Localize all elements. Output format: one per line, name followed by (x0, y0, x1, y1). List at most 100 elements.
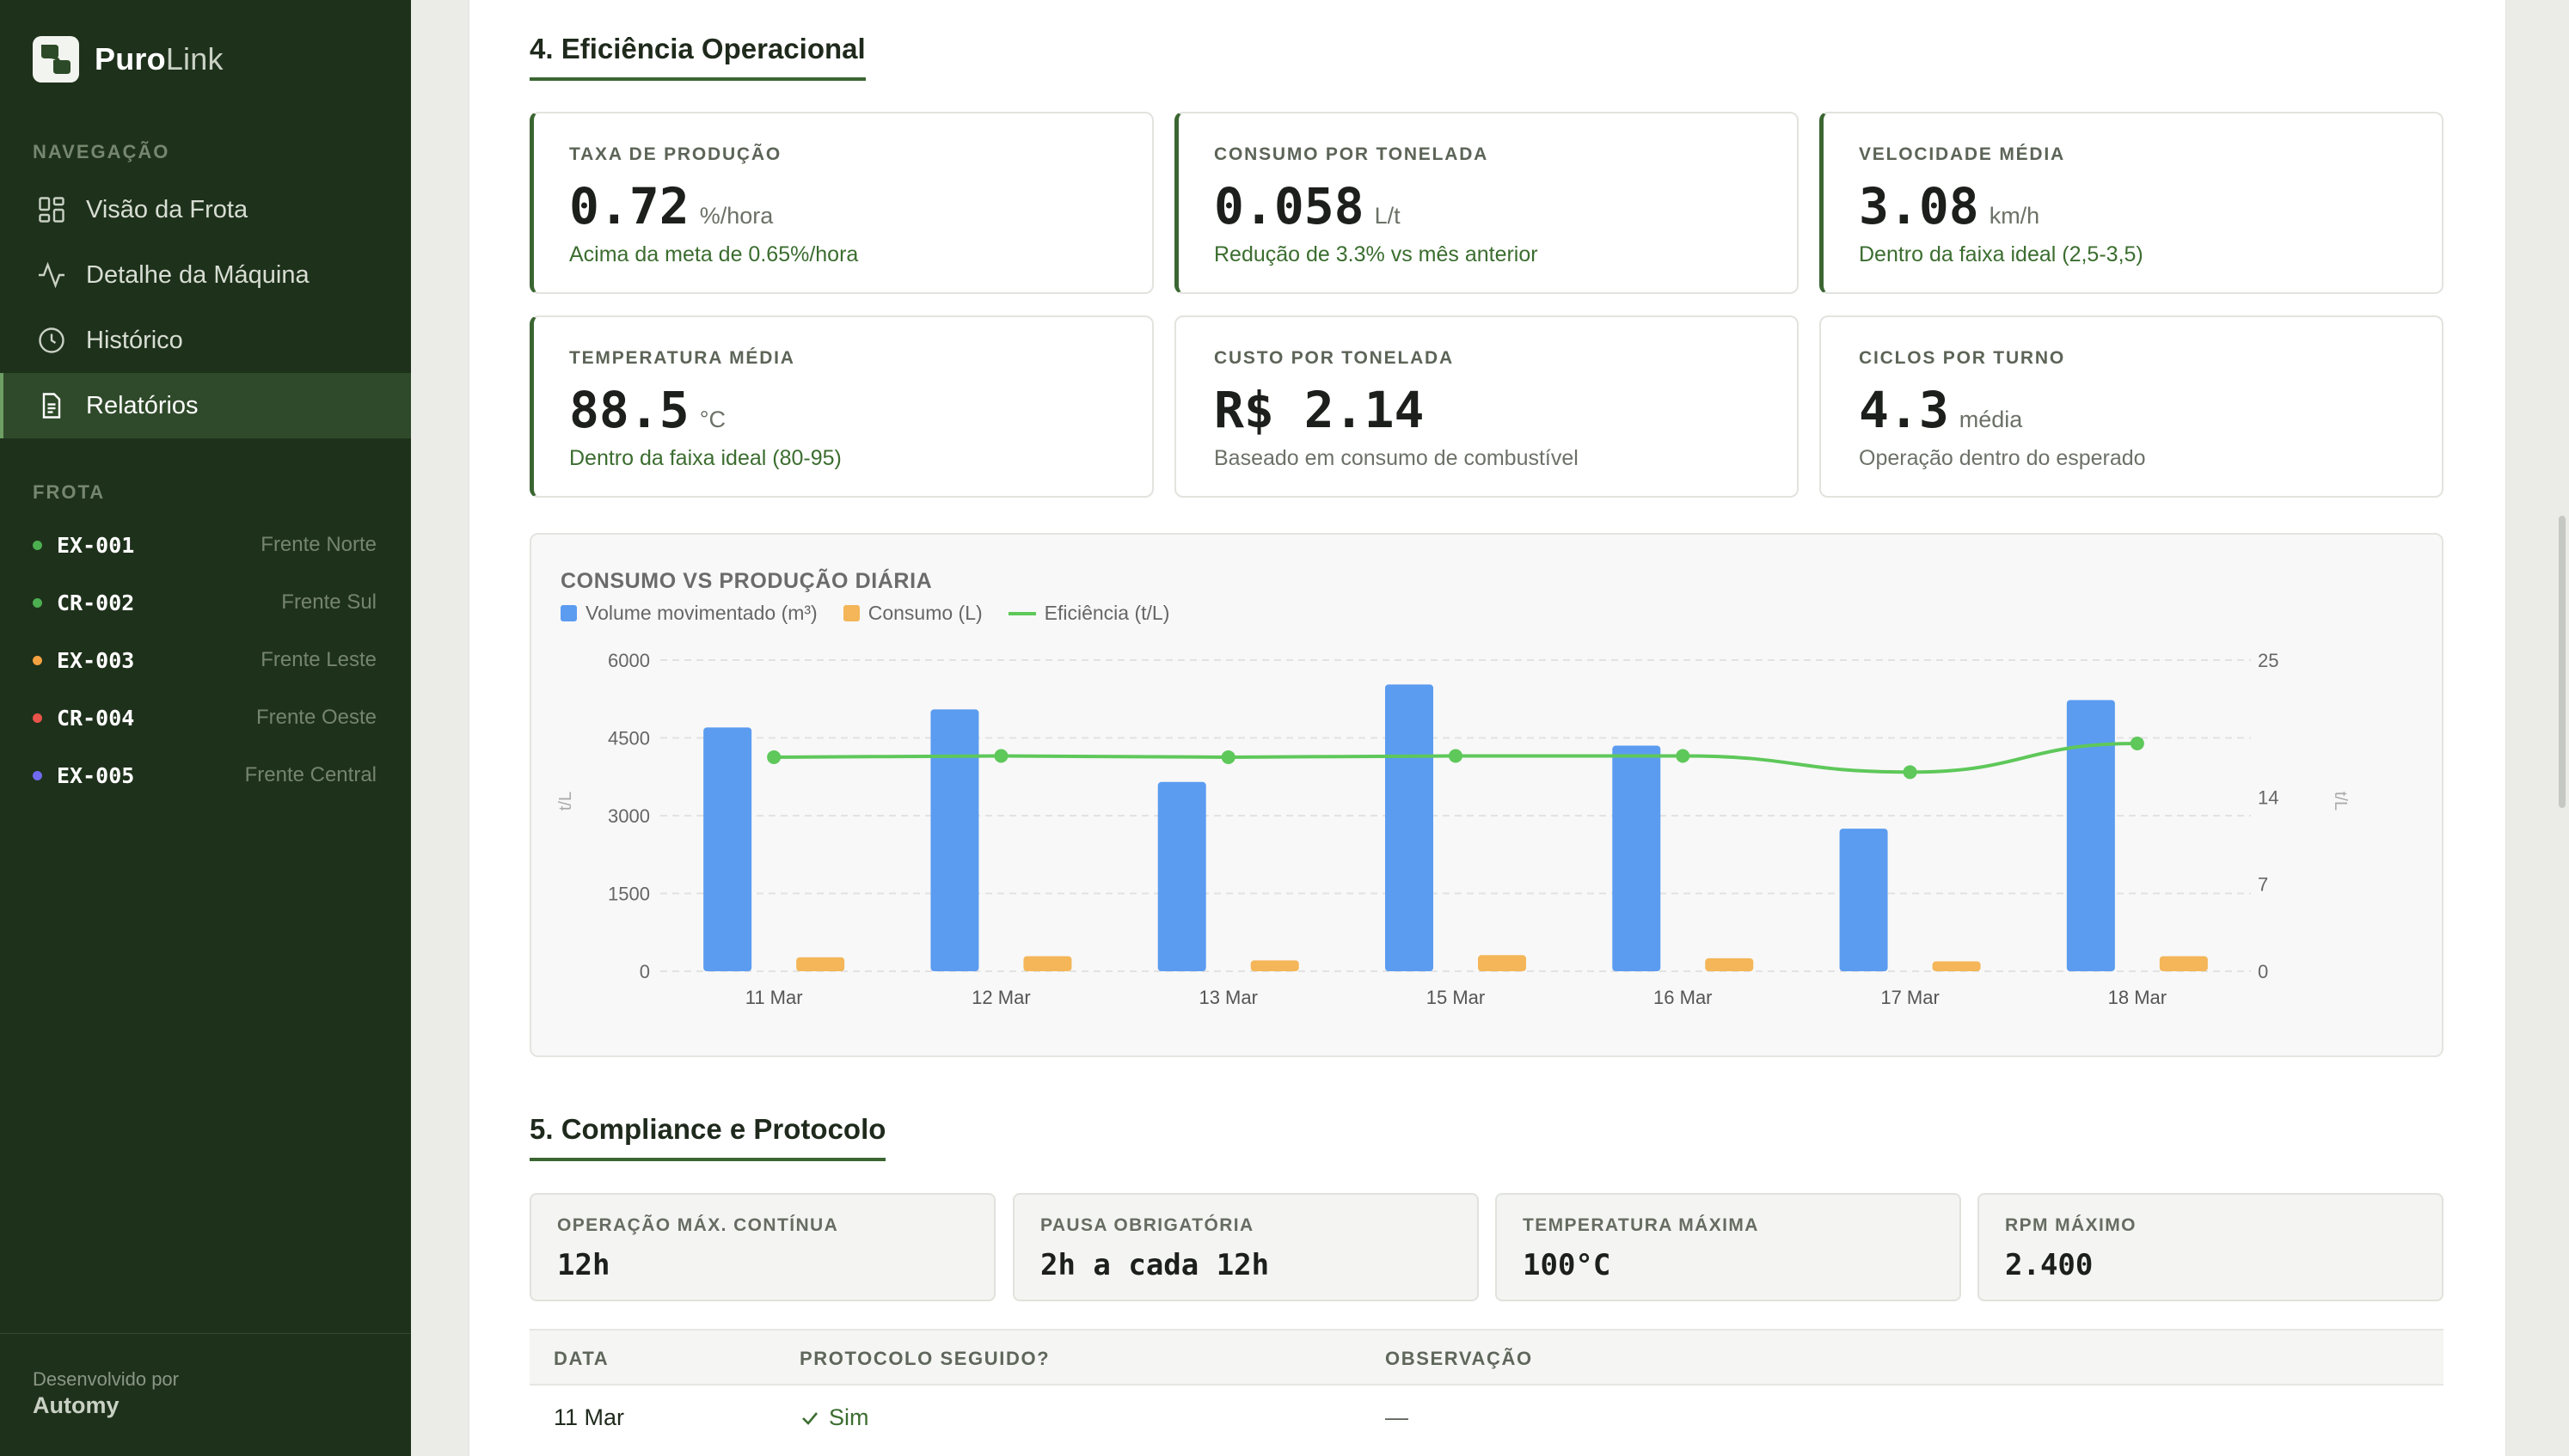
kpi-unit: km/h (1989, 203, 2040, 229)
status-dot-icon (33, 713, 42, 723)
status-dot-icon (33, 770, 42, 780)
bar-consumption (2159, 956, 2208, 971)
bar-volume (1157, 781, 1206, 971)
fleet-code: CR-002 (57, 590, 135, 615)
efficiency-point (1903, 765, 1917, 780)
activity-icon (39, 261, 64, 289)
compliance-label: TEMPERATURA MÁXIMA (1523, 1215, 1759, 1235)
kpi-card-consumption-per-ton: CONSUMO POR TONELADA 0.058 L/t Redução de… (1174, 112, 1799, 294)
fleet-item-ex-001[interactable]: EX-001 Frente Norte (33, 528, 377, 562)
y-right-tick-label: 0 (2258, 961, 2268, 982)
efficiency-point (1449, 749, 1462, 763)
bar-consumption (1705, 957, 1754, 971)
fleet-code: EX-003 (57, 647, 135, 673)
bar-volume (2066, 700, 2115, 971)
kpi-unit: %/hora (699, 203, 774, 229)
kpi-unit: média (1959, 407, 2023, 432)
sidebar-item-relatorios[interactable]: Relatórios (0, 373, 411, 438)
check-icon (802, 1411, 818, 1425)
fleet-item-cr-002[interactable]: CR-002 Frente Sul (33, 585, 377, 620)
bar-volume (1612, 745, 1661, 971)
kpi-label: CONSUMO POR TONELADA (1214, 144, 1489, 164)
kpi-value: 88.5 (569, 381, 690, 439)
footer-company[interactable]: Automy (33, 1392, 120, 1418)
cell-date: 11 Mar (554, 1404, 625, 1430)
y-right-tick-label: 7 (2258, 874, 2268, 896)
fleet-location: Frente Norte (261, 533, 377, 556)
column-header-date[interactable]: DATA (554, 1348, 610, 1369)
kpi-card-cycles-per-shift: CICLOS POR TURNO 4.3 média Operação dentr… (1819, 315, 2443, 498)
efficiency-point (1221, 749, 1235, 764)
bar-consumption (1023, 956, 1072, 971)
fleet-item-ex-003[interactable]: EX-003 Frente Leste (33, 643, 377, 677)
chart-legend: Volume movimentado (m³) Consumo (L) Efic… (561, 602, 1169, 625)
kpi-note: Baseado em consumo de combustível (1214, 446, 1579, 470)
bar-volume (1839, 829, 1888, 971)
fleet-item-cr-004[interactable]: CR-004 Frente Oeste (33, 700, 377, 735)
brand-name: PuroLink (95, 41, 224, 76)
sidebar-item-label: Histórico (86, 326, 183, 354)
bar-consumption (1932, 961, 1981, 971)
kpi-unit: L/t (1374, 203, 1401, 229)
compliance-value: 12h (557, 1248, 610, 1282)
compliance-value: 100°C (1523, 1248, 1611, 1282)
status-dot-icon (33, 597, 42, 608)
bar-consumption (1250, 960, 1299, 971)
x-tick-label: 12 Mar (972, 987, 1030, 1008)
fleet-location: Frente Sul (281, 590, 377, 614)
legend-swatch-icon (843, 605, 860, 621)
bar-volume (930, 709, 979, 971)
legend-item-efficiency[interactable]: Eficiência (t/L) (1008, 602, 1169, 625)
fleet-item-ex-005[interactable]: EX-005 Frente Central (33, 758, 377, 792)
section-title-compliance: 5. Compliance e Protocolo (530, 1113, 886, 1161)
compliance-value: 2h a cada 12h (1040, 1248, 1270, 1282)
kpi-card-average-temperature: TEMPERATURA MÉDIA 88.5 °C Dentro da faixa… (530, 315, 1154, 498)
legend-label: Volume movimentado (m³) (586, 602, 818, 624)
fleet-section-title: FROTA (33, 481, 106, 503)
efficiency-point (2130, 737, 2144, 751)
bar-volume (703, 727, 752, 971)
compliance-label: RPM MÁXIMO (2005, 1215, 2137, 1235)
column-header-protocol[interactable]: PROTOCOLO SEGUIDO? (800, 1348, 1051, 1369)
compliance-label: PAUSA OBRIGATÓRIA (1040, 1215, 1254, 1235)
section-title-efficiency: 4. Eficiência Operacional (530, 33, 866, 81)
kpi-value: R$ 2.14 (1214, 381, 1425, 439)
x-tick-label: 17 Mar (1880, 987, 1939, 1008)
sidebar-item-label: Detalhe da Máquina (86, 260, 310, 289)
legend-item-volume[interactable]: Volume movimentado (m³) (561, 602, 818, 625)
efficiency-point (994, 749, 1009, 763)
kpi-card-cost-per-ton: CUSTO POR TONELADA R$ 2.14 Baseado em co… (1174, 315, 1799, 498)
sidebar-item-visao-da-frota[interactable]: Visão da Frota (0, 177, 411, 242)
kpi-label: CICLOS POR TURNO (1859, 348, 2065, 368)
x-tick-label: 11 Mar (745, 987, 803, 1008)
sidebar: PuroLink NAVEGAÇÃO Visão da Frota Detalh… (0, 0, 411, 1456)
status-dot-icon (33, 655, 42, 665)
compliance-value: 2.400 (2005, 1248, 2094, 1282)
sidebar-item-historico[interactable]: Histórico (0, 308, 411, 373)
compliance-card-max-rpm: RPM MÁXIMO 2.400 (1977, 1193, 2443, 1301)
fleet-location: Frente Central (244, 763, 377, 786)
sidebar-item-detalhe-da-maquina[interactable]: Detalhe da Máquina (0, 242, 411, 308)
y-left-tick-label: 4500 (608, 728, 650, 749)
sidebar-item-label: Visão da Frota (86, 195, 248, 223)
legend-item-consumption[interactable]: Consumo (L) (843, 602, 983, 625)
sidebar-divider (0, 1333, 411, 1334)
column-header-observation[interactable]: OBSERVAÇÃO (1385, 1348, 1533, 1369)
brand-logo[interactable]: PuroLink (33, 36, 224, 83)
fleet-code: EX-005 (57, 762, 135, 788)
kpi-card-average-speed: VELOCIDADE MÉDIA 3.08 km/h Dentro da faix… (1819, 112, 2443, 294)
efficiency-point (767, 749, 782, 764)
y-right-axis-label: t/L (2331, 792, 2350, 811)
vertical-scrollbar[interactable] (2559, 516, 2566, 808)
cell-protocol-followed: Sim (800, 1404, 869, 1431)
kpi-note: Dentro da faixa ideal (2,5-3,5) (1859, 242, 2143, 266)
y-left-tick-label: 0 (640, 961, 650, 982)
legend-line-icon (1008, 611, 1036, 615)
kpi-note: Redução de 3.3% vs mês anterior (1214, 242, 1538, 266)
kpi-value: 0.058 (1214, 177, 1364, 236)
clock-icon (39, 327, 64, 353)
kpi-value: 0.72 (569, 177, 690, 236)
chart-plot: 0 1500 3000 4500 6000 0 7 14 25 t/L t/L 11 Mar 12 Ma… (556, 650, 2350, 1008)
footer-label: Desenvolvido por (33, 1368, 179, 1390)
chart-title: CONSUMO VS PRODUÇÃO DIÁRIA (561, 569, 933, 593)
